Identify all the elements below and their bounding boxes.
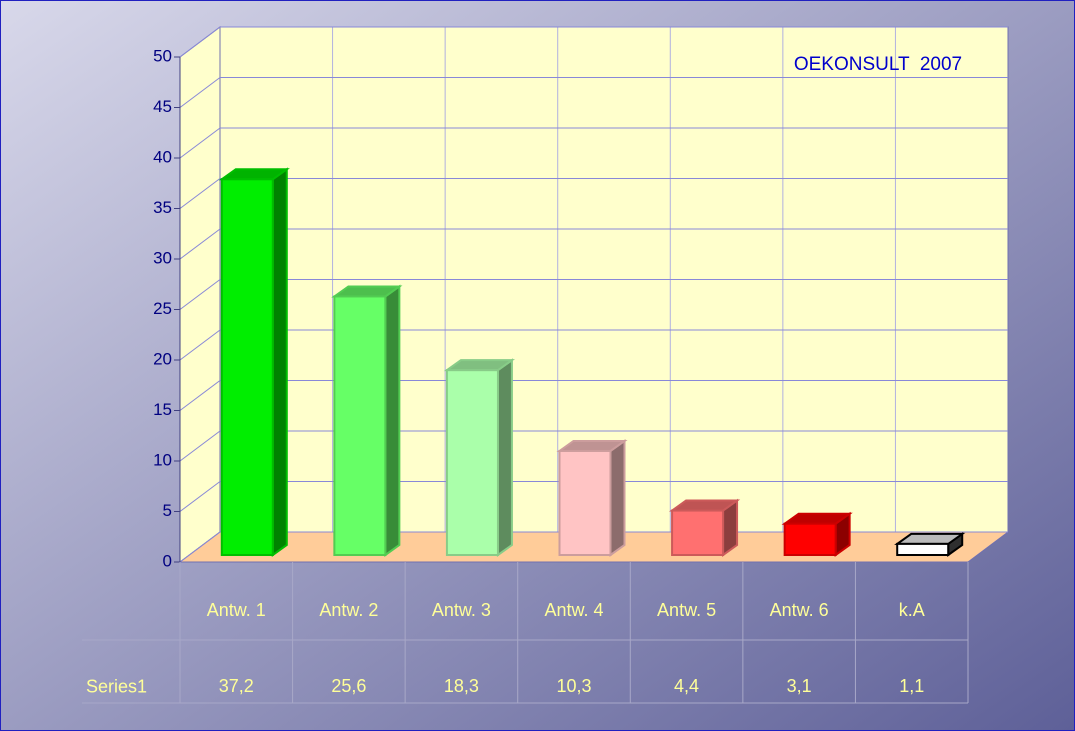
y-tick-label: 25	[153, 299, 172, 318]
bar	[671, 509, 725, 556]
data-label: 25,6	[331, 676, 366, 696]
y-tick-label: 30	[153, 248, 172, 267]
bar-side	[496, 358, 513, 557]
bar-side	[271, 167, 288, 557]
bar	[783, 522, 837, 557]
grid-line	[179, 481, 221, 512]
grid-line	[179, 380, 221, 411]
y-tick-label: 35	[153, 198, 172, 217]
y-tick-label: 20	[153, 349, 172, 368]
grid-line	[179, 531, 221, 563]
y-tick-label: 45	[153, 97, 172, 116]
grid-line	[179, 329, 221, 361]
y-tick-label: 40	[153, 147, 172, 166]
grid-line	[179, 430, 221, 462]
bar-side	[609, 439, 626, 557]
data-label: 1,1	[899, 676, 924, 696]
bar	[445, 369, 499, 557]
y-tick-label: 10	[153, 450, 172, 469]
grid-line	[179, 178, 221, 209]
bar	[333, 295, 387, 556]
data-label: 3,1	[787, 676, 812, 696]
y-tick-label: 15	[153, 400, 172, 419]
x-tick-label: Antw. 1	[207, 600, 266, 620]
x-tick-label: Antw. 6	[770, 600, 829, 620]
data-label: 18,3	[444, 676, 479, 696]
legend-entry: Series1	[86, 676, 147, 696]
data-label: 4,4	[674, 676, 699, 696]
data-label: 37,2	[219, 676, 254, 696]
x-tick-label: Antw. 3	[432, 600, 491, 620]
bar	[558, 449, 612, 556]
x-tick-label: k.A	[899, 600, 925, 620]
data-label: 10,3	[556, 676, 591, 696]
bar-side	[384, 284, 401, 557]
x-tick-label: Antw. 4	[544, 600, 603, 620]
grid-line	[179, 228, 221, 260]
grid-line	[179, 26, 221, 58]
x-tick-label: Antw. 5	[657, 600, 716, 620]
y-tick-label: 50	[153, 46, 172, 65]
grid-line	[179, 127, 221, 159]
grid-line	[179, 279, 221, 310]
grid-line	[179, 77, 221, 108]
y-tick-label: 5	[163, 501, 172, 520]
bar	[220, 178, 274, 556]
annotation: OEKONSULT 2007	[794, 54, 962, 75]
y-tick-label: 0	[163, 551, 172, 570]
x-tick-label: Antw. 2	[319, 600, 378, 620]
bar	[896, 542, 950, 557]
